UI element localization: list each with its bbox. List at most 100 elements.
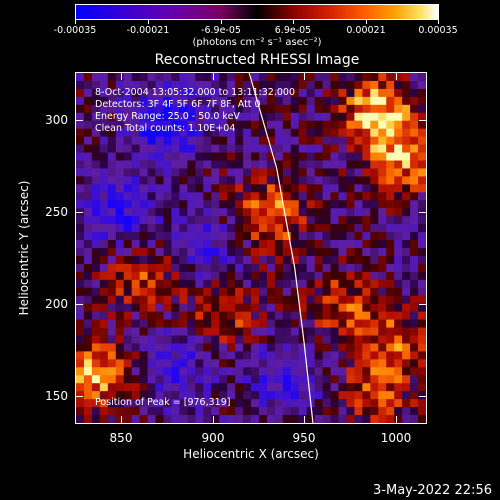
heatmap-cell [139, 335, 149, 344]
heatmap-cell [235, 367, 244, 376]
heatmap-cell [99, 375, 109, 384]
heatmap-cell [235, 351, 244, 360]
heatmap-cell [258, 248, 268, 257]
heatmap-cell [99, 399, 109, 408]
heatmap-cell [83, 311, 93, 321]
heatmap-cell [227, 152, 236, 161]
heatmap-cell [251, 144, 260, 154]
heatmap-cell [274, 73, 284, 82]
heatmap-cell [306, 295, 316, 305]
heatmap-cell [76, 335, 85, 344]
heatmap-cell [290, 216, 300, 225]
heatmap-cell [203, 192, 212, 201]
heatmap-cell [83, 120, 93, 130]
x-tick-mark [121, 416, 122, 424]
heatmap-cell [99, 295, 109, 305]
heatmap-cell [115, 136, 125, 146]
heatmap-cell [314, 407, 324, 416]
heatmap-cell [314, 319, 324, 329]
heatmap-cell [354, 303, 363, 313]
heatmap-cell [91, 391, 101, 400]
heatmap-cell [211, 120, 220, 130]
heatmap-cell [378, 240, 387, 249]
heatmap-cell [187, 232, 196, 241]
heatmap-cell [99, 279, 109, 289]
heatmap-cell [354, 144, 363, 154]
heatmap-cell [370, 359, 379, 368]
heatmap-cell [402, 295, 411, 305]
heatmap-cell [203, 176, 212, 185]
heatmap-cell [91, 80, 101, 90]
heatmap-cell [139, 255, 149, 265]
heatmap-cell [306, 200, 316, 209]
heatmap-cell [362, 152, 371, 161]
heatmap-cell [370, 104, 379, 114]
heatmap-cell [266, 255, 276, 265]
heatmap-cell [171, 287, 180, 297]
heatmap-cell [314, 104, 324, 114]
heatmap-cell [410, 224, 419, 233]
heatmap-cell [187, 73, 196, 82]
heatmap-cell [147, 200, 157, 209]
heatmap-cell [195, 88, 204, 98]
heatmap-cell [211, 287, 220, 297]
heatmap-cell [378, 319, 387, 329]
heatmap-cell [227, 216, 236, 225]
heatmap-cell [266, 319, 276, 329]
heatmap-cell [378, 415, 387, 423]
colorbar-tick-mark [148, 20, 149, 24]
heatmap-cell [274, 407, 284, 416]
heatmap-cell [290, 73, 300, 82]
heatmap-cell [243, 279, 252, 289]
heatmap-cell [338, 184, 347, 193]
heatmap-cell [219, 311, 228, 321]
heatmap-cell [298, 240, 308, 249]
heatmap-cell [227, 343, 236, 352]
heatmap-cell [155, 391, 164, 400]
heatmap-cell [370, 399, 379, 408]
heatmap-cell [179, 287, 188, 297]
heatmap-cell [219, 73, 228, 82]
heatmap-cell [402, 311, 411, 321]
heatmap-cell [147, 96, 157, 106]
heatmap-cell [203, 184, 212, 193]
heatmap-cell [410, 240, 419, 249]
heatmap-cell [227, 351, 236, 360]
heatmap-cell [243, 295, 252, 305]
heatmap-cell [195, 255, 204, 265]
heatmap-cell [330, 232, 339, 241]
heatmap-cell [123, 343, 133, 352]
heatmap-cell [91, 263, 101, 273]
heatmap-cell [99, 120, 109, 130]
heatmap-cell [370, 287, 379, 297]
heatmap-cell [362, 255, 371, 265]
heatmap-cell [203, 319, 212, 329]
heatmap-cell [378, 295, 387, 305]
heatmap-cell [115, 255, 125, 265]
heatmap-cell [386, 399, 395, 408]
heatmap-cell [338, 136, 347, 146]
heatmap-cell [418, 144, 426, 154]
heatmap-cell [123, 80, 133, 90]
heatmap-cell [99, 144, 109, 154]
heatmap-cell [123, 271, 133, 281]
heatmap-cell [107, 263, 117, 273]
heatmap-cell [115, 383, 125, 392]
heatmap-cell [314, 160, 324, 169]
heatmap-cell [251, 359, 260, 368]
heatmap-cell [123, 335, 133, 344]
heatmap-cell [251, 391, 260, 400]
heatmap-cell [203, 407, 212, 416]
heatmap-cell [131, 192, 141, 201]
heatmap-cell [251, 128, 260, 138]
heatmap-cell [378, 327, 387, 336]
heatmap-cell [394, 367, 403, 376]
heatmap-cell [211, 391, 220, 400]
heatmap-cell [251, 112, 260, 122]
heatmap-cell [139, 271, 149, 281]
plot-title: Reconstructed RHESSI Image [154, 52, 360, 68]
heatmap-cell [139, 73, 149, 82]
heatmap-cell [410, 96, 419, 106]
heatmap-cell [107, 407, 117, 416]
heatmap-cell [346, 120, 355, 130]
